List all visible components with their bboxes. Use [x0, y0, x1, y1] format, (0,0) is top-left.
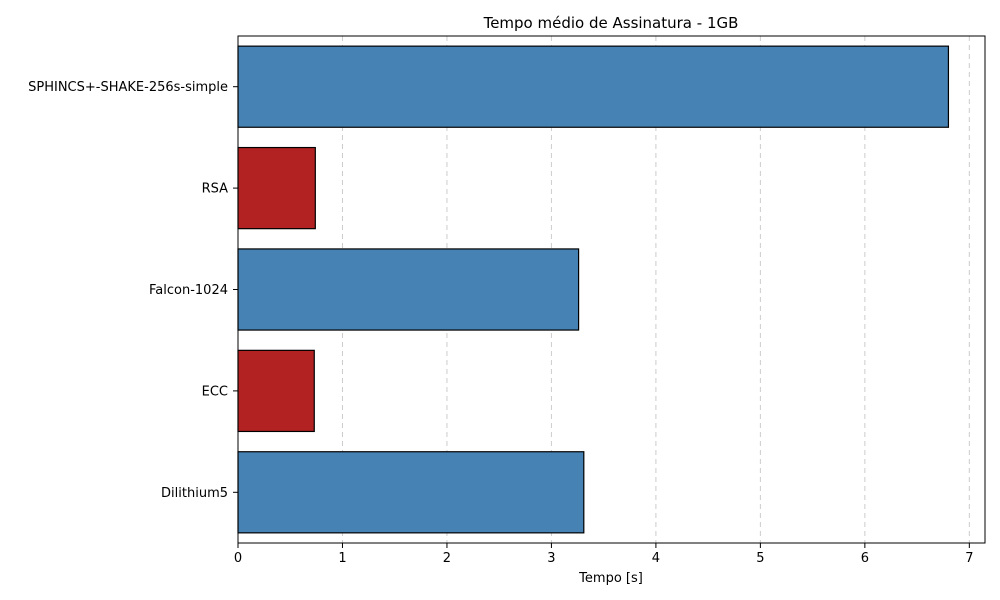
x-tick-label: 3 — [547, 551, 555, 566]
x-tick-label: 6 — [861, 551, 869, 566]
bar-rsa — [237, 146, 316, 230]
bar-sphincs-shake-256s-simple — [237, 45, 950, 128]
bar-layer — [237, 45, 950, 534]
x-tick-label: 2 — [443, 551, 451, 566]
bar-ecc — [237, 349, 315, 433]
x-tick-label: 0 — [234, 551, 242, 566]
x-tick-label: 5 — [756, 551, 764, 566]
x-tick-label: 1 — [338, 551, 346, 566]
y-tick-label: Falcon-1024 — [149, 283, 228, 298]
bar-falcon-1024 — [237, 248, 580, 331]
x-tick-label: 4 — [652, 551, 660, 566]
bar-dilithium5 — [237, 451, 585, 534]
y-tick-label: ECC — [202, 384, 228, 399]
x-tick-label: 7 — [965, 551, 973, 566]
y-tick-label: Dilithium5 — [161, 486, 228, 501]
x-axis-label: Tempo [s] — [578, 571, 643, 586]
tick-layer: 0 1 2 3 4 5 6 7 SPHINCS+-SHAKE-256s-simple RSA Fal… — [28, 80, 973, 566]
chart-title: Tempo médio de Assinatura - 1GB — [483, 14, 739, 32]
y-tick-label: SPHINCS+-SHAKE-256s-simple — [28, 80, 228, 95]
y-tick-label: RSA — [202, 182, 229, 197]
